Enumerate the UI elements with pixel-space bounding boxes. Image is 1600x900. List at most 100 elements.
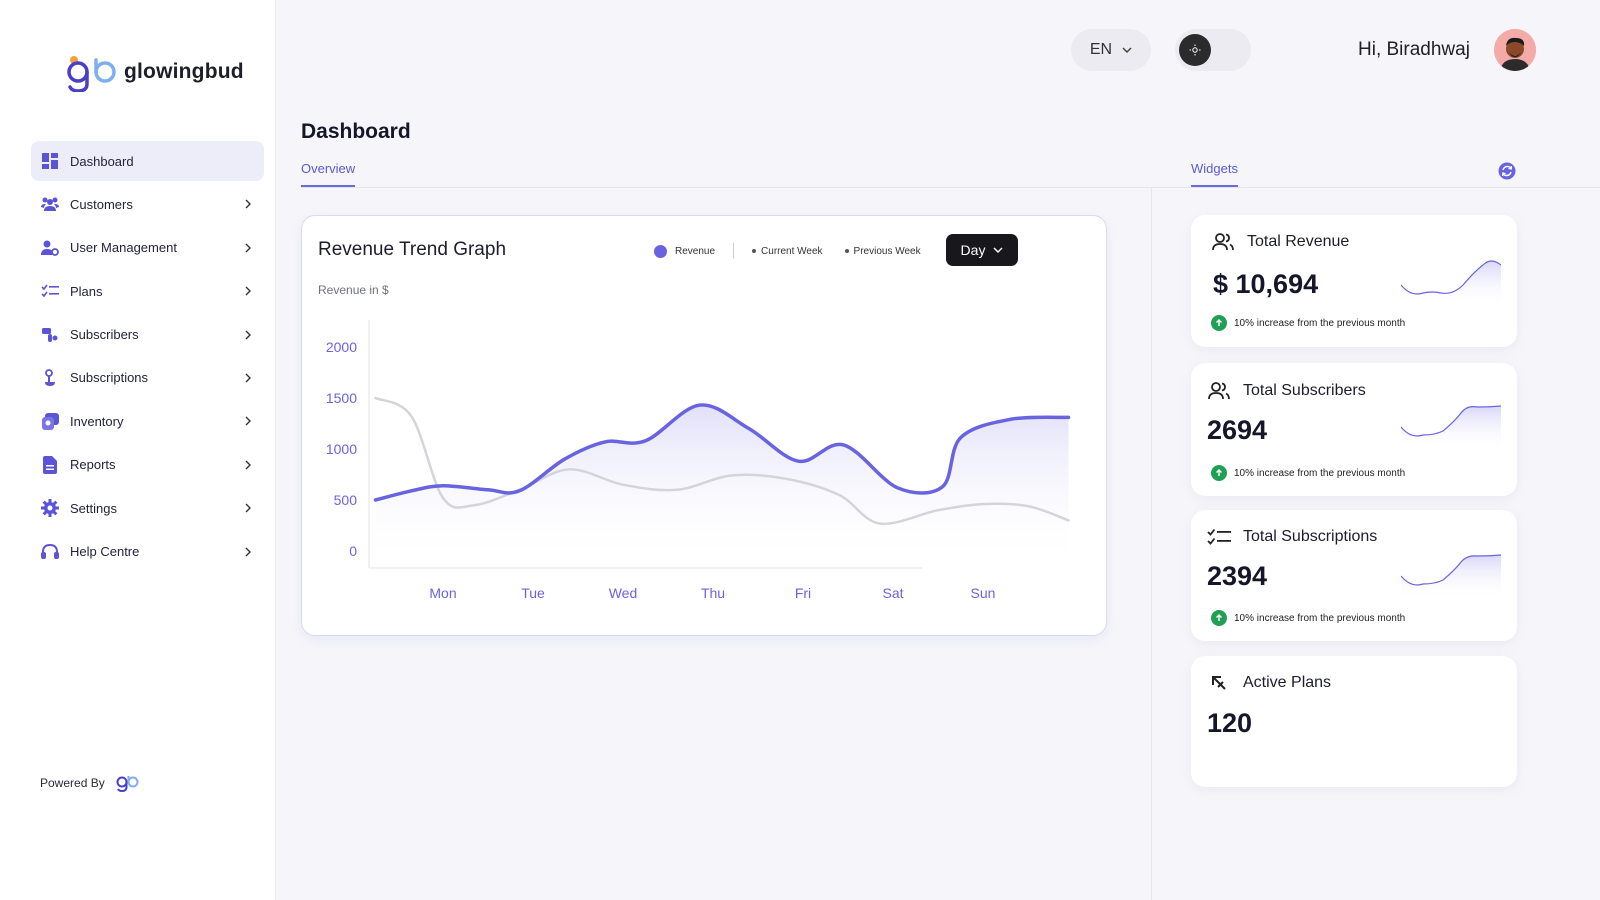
chevron-right-icon — [242, 198, 254, 210]
chevron-down-icon — [993, 247, 1003, 254]
powered-by: Powered By — [40, 774, 139, 792]
widget-note-text: 10% increase from the previous month — [1234, 317, 1406, 329]
plans-checklist-icon — [41, 282, 59, 300]
sidebar: glowingbud Dashboard Customers User Mana… — [0, 0, 276, 900]
checklist-icon — [1207, 525, 1231, 549]
y-tick-label: 1500 — [326, 390, 357, 406]
reports-document-icon — [41, 455, 59, 474]
legend-current-week[interactable]: Current Week — [761, 245, 823, 257]
customers-icon — [41, 195, 59, 213]
y-tick-label: 2000 — [326, 339, 357, 355]
chevron-right-icon — [242, 242, 254, 254]
widget-total-subscriptions[interactable]: Total Subscriptions 2394 10% increase fr… — [1191, 510, 1517, 641]
sidebar-item-label: Plans — [70, 283, 103, 299]
sidebar-item-label: Customers — [70, 196, 133, 212]
revenue-sparkline — [1401, 260, 1501, 307]
sidebar-item-subscribers[interactable]: Subscribers — [31, 315, 264, 355]
period-dropdown[interactable]: Day — [946, 234, 1018, 266]
widget-value: 2694 — [1207, 415, 1268, 445]
chevron-right-icon — [242, 329, 254, 341]
widget-title: Total Subscriptions — [1243, 528, 1378, 545]
tab-widgets[interactable]: Widgets — [1191, 161, 1238, 187]
user-management-icon — [41, 239, 59, 257]
dashboard-grid-icon — [41, 152, 59, 170]
sidebar-item-dashboard[interactable]: Dashboard — [31, 141, 264, 181]
sidebar-item-label: Inventory — [70, 413, 124, 429]
refresh-icon[interactable] — [1498, 162, 1516, 180]
subscriptions-icon — [41, 369, 59, 387]
users-icon — [1207, 379, 1231, 403]
sidebar-item-label: Help Centre — [70, 544, 140, 560]
subscribers-sparkline — [1401, 405, 1501, 451]
chevron-right-icon — [242, 415, 254, 427]
chevron-right-icon — [242, 372, 254, 384]
current-week-line — [373, 403, 1071, 502]
sidebar-item-inventory[interactable]: Inventory — [31, 401, 264, 441]
x-tick-label: Sat — [882, 585, 903, 601]
revenue-trend-chart: 0 500 1000 1500 2000 Mon Tue Wed Thu Fri Sat Sun — [326, 320, 1071, 601]
sidebar-item-customers[interactable]: Customers — [31, 184, 264, 224]
sidebar-item-subscriptions[interactable]: Subscriptions — [31, 358, 264, 398]
widget-total-subscribers[interactable]: Total Subscribers 2694 10% increase from… — [1191, 363, 1517, 496]
brand-logo[interactable]: glowingbud — [64, 52, 244, 92]
headset-icon — [41, 543, 59, 561]
sidebar-item-label: Settings — [70, 500, 117, 516]
y-tick-label: 500 — [334, 492, 358, 508]
previous-week-dot-icon — [844, 249, 849, 253]
widget-header: Active Plans — [1207, 671, 1331, 695]
page-title: Dashboard — [301, 120, 411, 143]
sidebar-item-plans[interactable]: Plans — [31, 271, 264, 311]
subscriptions-sparkline — [1401, 554, 1501, 598]
language-select[interactable]: EN — [1071, 29, 1151, 71]
widget-note-text: 10% increase from the previous month — [1234, 467, 1406, 479]
revenue-legend-dot-icon — [654, 244, 667, 258]
chevron-right-icon — [242, 459, 254, 471]
user-greeting: Hi, Biradhwaj — [1358, 39, 1470, 60]
theme-toggle[interactable] — [1175, 29, 1251, 71]
previous-week-line — [374, 396, 1070, 526]
x-tick-label: Thu — [701, 585, 725, 601]
trend-up-icon — [1211, 610, 1227, 626]
x-tick-label: Mon — [429, 585, 456, 601]
legend-previous-week[interactable]: Previous Week — [853, 245, 921, 257]
x-tick-label: Tue — [521, 585, 545, 601]
widget-active-plans[interactable]: Active Plans 120 — [1191, 656, 1517, 787]
widget-header: Total Subscribers — [1207, 379, 1366, 403]
settings-gear-icon — [41, 499, 59, 518]
chart-legend: Revenue Current Week Previous Week — [654, 243, 921, 259]
sidebar-item-label: Dashboard — [70, 153, 134, 169]
user-avatar-icon — [1494, 29, 1536, 71]
period-value: Day — [960, 242, 986, 258]
trend-up-icon — [1211, 465, 1227, 481]
sidebar-item-user-management[interactable]: User Management — [31, 228, 264, 268]
subscribers-icon — [41, 326, 59, 344]
legend-revenue[interactable]: Revenue — [675, 245, 716, 257]
widget-header: Total Subscriptions — [1207, 525, 1377, 549]
language-value: EN — [1089, 41, 1113, 58]
widget-title: Total Revenue — [1247, 233, 1350, 250]
sidebar-item-label: Subscriptions — [70, 370, 149, 386]
sidebar-item-label: Reports — [70, 457, 116, 473]
tab-overview[interactable]: Overview — [301, 161, 356, 187]
x-tick-label: Fri — [795, 585, 811, 601]
plans-arrow-icon — [1207, 671, 1231, 695]
x-tick-label: Wed — [609, 585, 638, 601]
sidebar-item-reports[interactable]: Reports — [31, 445, 264, 485]
chevron-right-icon — [242, 546, 254, 558]
widget-header: Total Revenue — [1211, 230, 1349, 254]
sidebar-item-help-centre[interactable]: Help Centre — [31, 532, 264, 572]
powered-by-label: Powered By — [40, 776, 105, 790]
chevron-right-icon — [242, 285, 254, 297]
chart-title: Revenue Trend Graph — [318, 239, 507, 260]
widget-trend-note: 10% increase from the previous month — [1211, 465, 1405, 481]
widget-value: 120 — [1207, 708, 1253, 738]
widget-total-revenue[interactable]: Total Revenue $ 10,694 10% increase from… — [1191, 215, 1517, 347]
tab-underline-divider — [301, 187, 1600, 188]
widget-title: Active Plans — [1243, 674, 1332, 691]
avatar[interactable] — [1494, 29, 1536, 71]
y-tick-label: 1000 — [326, 441, 357, 457]
sidebar-item-label: User Management — [70, 240, 177, 256]
sidebar-item-settings[interactable]: Settings — [31, 488, 264, 528]
y-tick-label: 0 — [349, 543, 357, 559]
chevron-down-icon — [1122, 41, 1132, 59]
